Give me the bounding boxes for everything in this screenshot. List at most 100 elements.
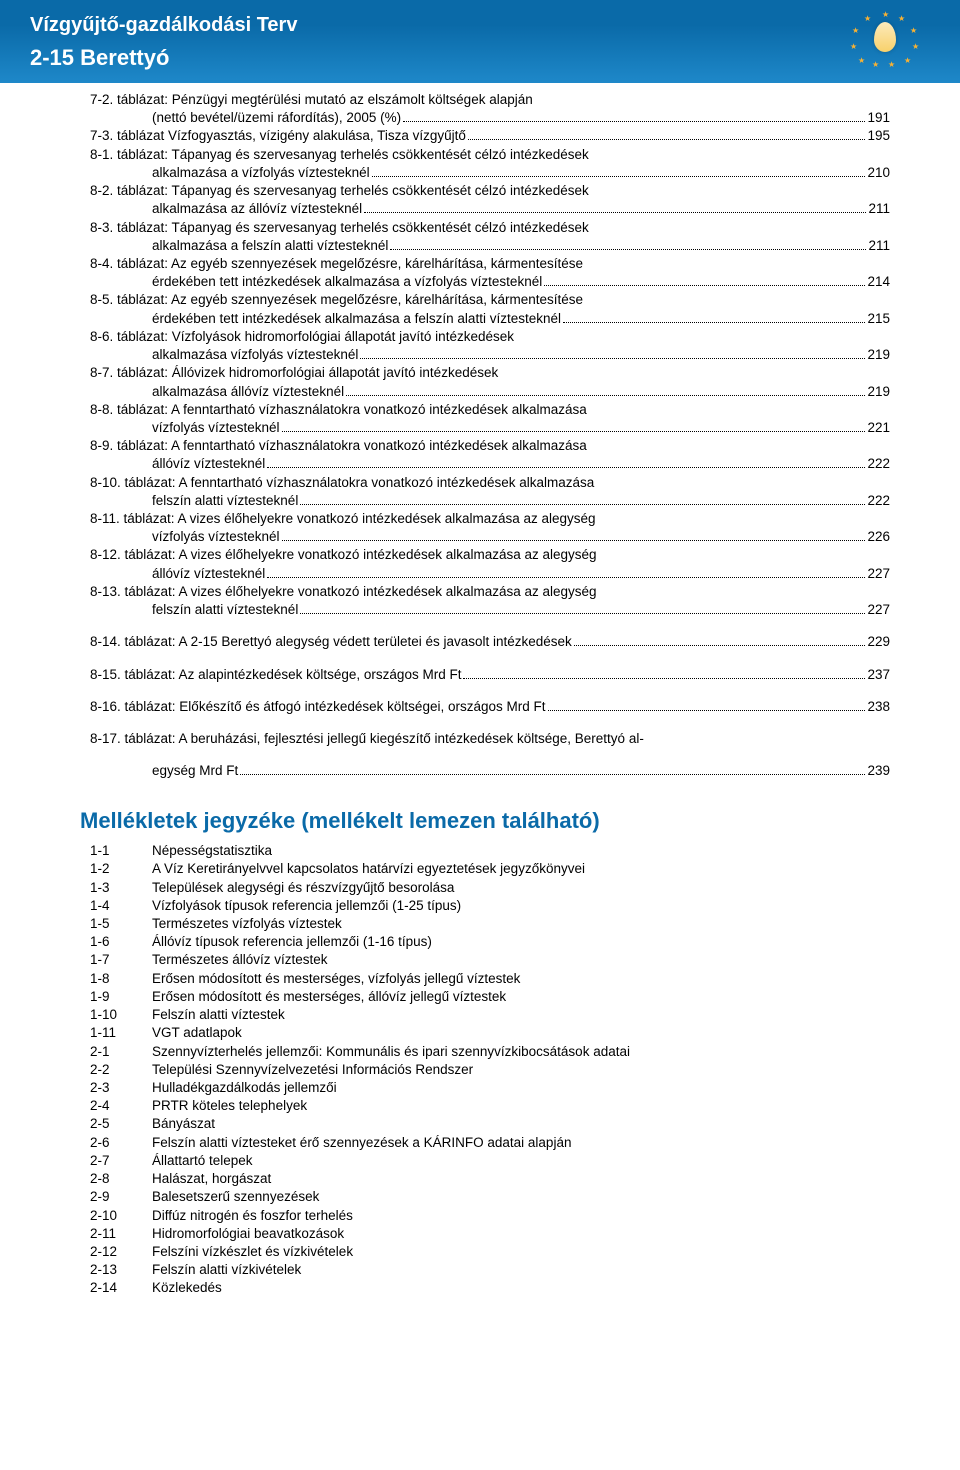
toc-spacer [90, 619, 890, 633]
toc-entry: 8-4. táblázat: Az egyéb szennyezések meg… [90, 255, 890, 273]
attachment-key: 2-10 [90, 1207, 152, 1225]
attachment-row: 1-8Erősen módosított és mesterséges, víz… [90, 970, 890, 988]
attachment-value: Szennyvízterhelés jellemzői: Kommunális … [152, 1043, 890, 1061]
attachment-value: Felszín alatti vízkivételek [152, 1261, 890, 1279]
toc-entry: 8-5. táblázat: Az egyéb szennyezések meg… [90, 291, 890, 309]
toc-leader-dots [548, 710, 866, 711]
attachment-key: 2-13 [90, 1261, 152, 1279]
toc-page-number: 219 [867, 383, 890, 401]
toc-leader-dots [463, 678, 865, 679]
toc-entry: alkalmazása az állóvíz víztesteknél 211 [90, 200, 890, 218]
toc-label: érdekében tett intézkedések alkalmazása … [152, 310, 561, 328]
toc-label: felszín alatti víztesteknél [152, 601, 298, 619]
toc-leader-dots [240, 774, 865, 775]
attachment-key: 2-5 [90, 1115, 152, 1133]
toc-entry: állóvíz víztesteknél227 [90, 565, 890, 583]
attachment-row: 1-7Természetes állóvíz víztestek [90, 951, 890, 969]
attachment-value: Természetes állóvíz víztestek [152, 951, 890, 969]
toc-leader-dots [563, 322, 865, 323]
attachment-value: A Víz Keretirányelvvel kapcsolatos határ… [152, 860, 890, 878]
attachment-key: 1-11 [90, 1024, 152, 1042]
attachment-value: Települési Szennyvízelvezetési Informáci… [152, 1061, 890, 1079]
header-title-1: Vízgyűjtő-gazdálkodási Terv [30, 14, 930, 37]
attachment-value: Hulladékgazdálkodás jellemzői [152, 1079, 890, 1097]
toc-leader-dots [282, 540, 866, 541]
toc-label: 8-6. táblázat: Vízfolyások hidromorfológ… [90, 328, 514, 346]
toc-leader-dots [267, 577, 865, 578]
toc-label: 7-2. táblázat: Pénzügyi megtérülési muta… [90, 91, 533, 109]
attachment-value: PRTR köteles telephelyek [152, 1097, 890, 1115]
toc-page-number: 239 [867, 762, 890, 780]
attachment-value: VGT adatlapok [152, 1024, 890, 1042]
toc-label: 8-13. táblázat: A vizes élőhelyekre vona… [90, 583, 597, 601]
attachment-row: 1-2A Víz Keretirányelvvel kapcsolatos ha… [90, 860, 890, 878]
attachment-row: 2-12Felszíni vízkészlet és vízkivételek [90, 1243, 890, 1261]
toc-page-number: 211 [868, 200, 890, 218]
attachment-key: 2-11 [90, 1225, 152, 1243]
toc-spacer [90, 716, 890, 730]
toc-page-number: 195 [867, 127, 890, 145]
attachment-key: 2-14 [90, 1279, 152, 1297]
toc-page-number: 238 [867, 698, 890, 716]
toc-page-number: 215 [867, 310, 890, 328]
toc-entry: 8-15. táblázat: Az alapintézkedések költ… [90, 666, 890, 684]
attachment-value: Természetes vízfolyás víztestek [152, 915, 890, 933]
attachment-value: Erősen módosított és mesterséges, vízfol… [152, 970, 890, 988]
attachment-value: Állattartó telepek [152, 1152, 890, 1170]
toc-label: érdekében tett intézkedések alkalmazása … [152, 273, 542, 291]
attachment-key: 1-7 [90, 951, 152, 969]
toc-entry: 8-13. táblázat: A vizes élőhelyekre vona… [90, 583, 890, 601]
toc-leader-dots [468, 139, 866, 140]
toc-entry: vízfolyás víztesteknél221 [90, 419, 890, 437]
toc-leader-dots [403, 121, 865, 122]
attachment-row: 2-1Szennyvízterhelés jellemzői: Kommunál… [90, 1043, 890, 1061]
toc-page-number: 237 [867, 666, 890, 684]
attachment-row: 1-6Állóvíz típusok referencia jellemzői … [90, 933, 890, 951]
toc-entry: érdekében tett intézkedések alkalmazása … [90, 310, 890, 328]
toc-entry: 8-14. táblázat: A 2-15 Berettyó alegység… [90, 633, 890, 651]
toc-leader-dots [360, 358, 865, 359]
toc-label: vízfolyás víztesteknél [152, 419, 280, 437]
toc-leader-dots [300, 504, 865, 505]
attachment-row: 2-5Bányászat [90, 1115, 890, 1133]
attachment-key: 1-5 [90, 915, 152, 933]
attachment-row: 2-9Balesetszerű szennyezések [90, 1188, 890, 1206]
attachment-value: Vízfolyások típusok referencia jellemzői… [152, 897, 890, 915]
toc-label: 8-8. táblázat: A fenntartható vízhasznál… [90, 401, 587, 419]
toc-label: alkalmazása az állóvíz víztesteknél [152, 200, 362, 218]
attachment-key: 2-1 [90, 1043, 152, 1061]
toc-label: 8-9. táblázat: A fenntartható vízhasznál… [90, 437, 587, 455]
toc-label: 8-12. táblázat: A vizes élőhelyekre vona… [90, 546, 597, 564]
attachment-value: Bányászat [152, 1115, 890, 1133]
attachment-row: 1-3Települések alegységi és részvízgyűjt… [90, 879, 890, 897]
toc-label: alkalmazása állóvíz víztesteknél [152, 383, 344, 401]
toc-entry: 8-3. táblázat: Tápanyag és szervesanyag … [90, 219, 890, 237]
attachment-value: Népességstatisztika [152, 842, 890, 860]
attachment-key: 1-4 [90, 897, 152, 915]
attachment-row: 1-9Erősen módosított és mesterséges, áll… [90, 988, 890, 1006]
toc-label: 8-5. táblázat: Az egyéb szennyezések meg… [90, 291, 583, 309]
attachment-key: 1-1 [90, 842, 152, 860]
attachment-row: 2-7Állattartó telepek [90, 1152, 890, 1170]
attachment-row: 2-13Felszín alatti vízkivételek [90, 1261, 890, 1279]
attachment-row: 1-10Felszín alatti víztestek [90, 1006, 890, 1024]
toc-label: 8-11. táblázat: A vizes élőhelyekre vona… [90, 510, 596, 528]
toc-entry: 7-3. táblázat Vízfogyasztás, vízigény al… [90, 127, 890, 145]
toc-entry: 8-17. táblázat: A beruházási, fejlesztés… [90, 730, 890, 748]
toc-leader-dots [372, 176, 866, 177]
toc-label: 8-14. táblázat: A 2-15 Berettyó alegység… [90, 633, 572, 651]
toc-label: felszín alatti víztesteknél [152, 492, 298, 510]
toc-entry: 8-10. táblázat: A fenntartható vízhaszná… [90, 474, 890, 492]
toc-page-number: 227 [867, 601, 890, 619]
toc-page-number: 191 [867, 109, 890, 127]
attachment-value: Felszín alatti víztesteket érő szennyezé… [152, 1134, 890, 1152]
toc-page-number: 222 [867, 455, 890, 473]
toc-page-number: 210 [867, 164, 890, 182]
attachment-value: Települések alegységi és részvízgyűjtő b… [152, 879, 890, 897]
toc-page-number: 214 [867, 273, 890, 291]
attachments-list: 1-1Népességstatisztika1-2A Víz Keretirán… [90, 842, 890, 1297]
attachment-row: 1-11VGT adatlapok [90, 1024, 890, 1042]
toc-entry: 8-16. táblázat: Előkészítő és átfogó int… [90, 698, 890, 716]
toc-page-number: 219 [867, 346, 890, 364]
toc-leader-dots [364, 212, 866, 213]
